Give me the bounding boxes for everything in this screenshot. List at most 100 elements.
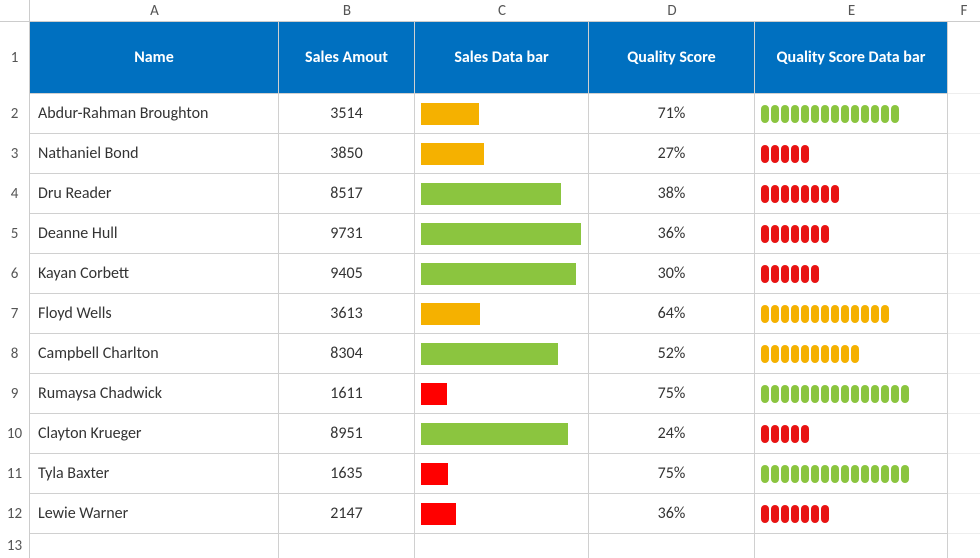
cell-quality-databar[interactable] xyxy=(755,254,948,294)
cell-sales-databar[interactable] xyxy=(415,414,589,454)
empty-cell[interactable] xyxy=(948,174,980,214)
cell-name[interactable]: Rumaysa Chadwick xyxy=(30,374,279,414)
row-number[interactable]: 3 xyxy=(0,134,30,174)
column-letter[interactable]: A xyxy=(30,0,279,22)
cell-sales-databar[interactable] xyxy=(415,254,589,294)
empty-cell[interactable] xyxy=(948,254,980,294)
row-number[interactable]: 11 xyxy=(0,454,30,494)
empty-cell[interactable] xyxy=(755,534,948,558)
table-header[interactable]: Sales Data bar xyxy=(415,22,589,94)
cell-name[interactable]: Lewie Warner xyxy=(30,494,279,534)
empty-cell[interactable] xyxy=(948,214,980,254)
cell-sales-amount[interactable]: 9731 xyxy=(279,214,415,254)
cell-quality-databar[interactable] xyxy=(755,334,948,374)
cell-quality-score[interactable]: 24% xyxy=(589,414,755,454)
cell-name[interactable]: Nathaniel Bond xyxy=(30,134,279,174)
cell-name[interactable]: Abdur-Rahman Broughton xyxy=(30,94,279,134)
row-number[interactable]: 9 xyxy=(0,374,30,414)
row-number[interactable]: 8 xyxy=(0,334,30,374)
row-number[interactable]: 5 xyxy=(0,214,30,254)
cell-sales-amount[interactable]: 9405 xyxy=(279,254,415,294)
empty-cell[interactable] xyxy=(279,534,415,558)
cell-quality-databar[interactable] xyxy=(755,374,948,414)
empty-cell[interactable] xyxy=(30,534,279,558)
table-header[interactable]: Quality Score Data bar xyxy=(755,22,948,94)
cell-name[interactable]: Tyla Baxter xyxy=(30,454,279,494)
cell-quality-score[interactable]: 27% xyxy=(589,134,755,174)
empty-cell[interactable] xyxy=(948,414,980,454)
cell-quality-databar[interactable] xyxy=(755,294,948,334)
empty-header[interactable] xyxy=(948,22,980,94)
cell-quality-score[interactable]: 75% xyxy=(589,454,755,494)
cell-sales-databar[interactable] xyxy=(415,334,589,374)
table-header[interactable]: Quality Score xyxy=(589,22,755,94)
empty-cell[interactable] xyxy=(948,454,980,494)
cell-name[interactable]: Deanne Hull xyxy=(30,214,279,254)
cell-quality-score[interactable]: 38% xyxy=(589,174,755,214)
cell-quality-databar[interactable] xyxy=(755,494,948,534)
cell-sales-databar[interactable] xyxy=(415,94,589,134)
column-letter[interactable]: F xyxy=(948,0,980,22)
row-number[interactable]: 10 xyxy=(0,414,30,454)
cell-name[interactable]: Clayton Krueger xyxy=(30,414,279,454)
row-number[interactable]: 4 xyxy=(0,174,30,214)
cell-quality-score[interactable]: 30% xyxy=(589,254,755,294)
empty-cell[interactable] xyxy=(948,134,980,174)
cell-name[interactable]: Floyd Wells xyxy=(30,294,279,334)
cell-quality-databar[interactable] xyxy=(755,134,948,174)
cell-sales-databar[interactable] xyxy=(415,454,589,494)
row-number[interactable]: 12 xyxy=(0,494,30,534)
cell-quality-score[interactable]: 71% xyxy=(589,94,755,134)
cell-sales-databar[interactable] xyxy=(415,134,589,174)
table-header[interactable]: Sales Amout xyxy=(279,22,415,94)
empty-cell[interactable] xyxy=(948,534,980,558)
column-letter[interactable]: E xyxy=(755,0,948,22)
empty-cell[interactable] xyxy=(948,294,980,334)
cell-name[interactable]: Campbell Charlton xyxy=(30,334,279,374)
cell-sales-amount[interactable]: 3613 xyxy=(279,294,415,334)
cell-name[interactable]: Kayan Corbett xyxy=(30,254,279,294)
cell-sales-amount[interactable]: 1611 xyxy=(279,374,415,414)
cell-sales-databar[interactable] xyxy=(415,374,589,414)
table-header[interactable]: Name xyxy=(30,22,279,94)
pill-icon xyxy=(771,145,779,163)
column-letter[interactable]: C xyxy=(415,0,589,22)
cell-sales-amount[interactable]: 3514 xyxy=(279,94,415,134)
cell-quality-score[interactable]: 64% xyxy=(589,294,755,334)
empty-cell[interactable] xyxy=(948,494,980,534)
cell-quality-databar[interactable] xyxy=(755,414,948,454)
cell-quality-score[interactable]: 36% xyxy=(589,214,755,254)
row-number[interactable]: 13 xyxy=(0,534,30,558)
cell-sales-amount[interactable]: 3850 xyxy=(279,134,415,174)
cell-sales-amount[interactable]: 2147 xyxy=(279,494,415,534)
empty-cell[interactable] xyxy=(589,534,755,558)
empty-cell[interactable] xyxy=(948,94,980,134)
cell-sales-amount[interactable]: 8304 xyxy=(279,334,415,374)
row-number[interactable]: 6 xyxy=(0,254,30,294)
cell-quality-databar[interactable] xyxy=(755,454,948,494)
cell-quality-score[interactable]: 75% xyxy=(589,374,755,414)
spreadsheet-grid[interactable]: ABCDEF1NameSales AmoutSales Data barQual… xyxy=(0,0,980,558)
column-letter[interactable]: B xyxy=(279,0,415,22)
cell-sales-amount[interactable]: 8951 xyxy=(279,414,415,454)
row-number[interactable]: 2 xyxy=(0,94,30,134)
cell-quality-score[interactable]: 52% xyxy=(589,334,755,374)
empty-cell[interactable] xyxy=(948,374,980,414)
empty-cell[interactable] xyxy=(415,534,589,558)
cell-sales-databar[interactable] xyxy=(415,174,589,214)
pill-icon xyxy=(831,185,839,203)
cell-name[interactable]: Dru Reader xyxy=(30,174,279,214)
cell-quality-databar[interactable] xyxy=(755,174,948,214)
empty-cell[interactable] xyxy=(948,334,980,374)
cell-sales-databar[interactable] xyxy=(415,494,589,534)
row-number[interactable]: 7 xyxy=(0,294,30,334)
cell-quality-databar[interactable] xyxy=(755,94,948,134)
cell-quality-score[interactable]: 36% xyxy=(589,494,755,534)
cell-sales-databar[interactable] xyxy=(415,294,589,334)
cell-quality-databar[interactable] xyxy=(755,214,948,254)
row-number[interactable]: 1 xyxy=(0,22,30,94)
cell-sales-amount[interactable]: 8517 xyxy=(279,174,415,214)
cell-sales-databar[interactable] xyxy=(415,214,589,254)
cell-sales-amount[interactable]: 1635 xyxy=(279,454,415,494)
column-letter[interactable]: D xyxy=(589,0,755,22)
